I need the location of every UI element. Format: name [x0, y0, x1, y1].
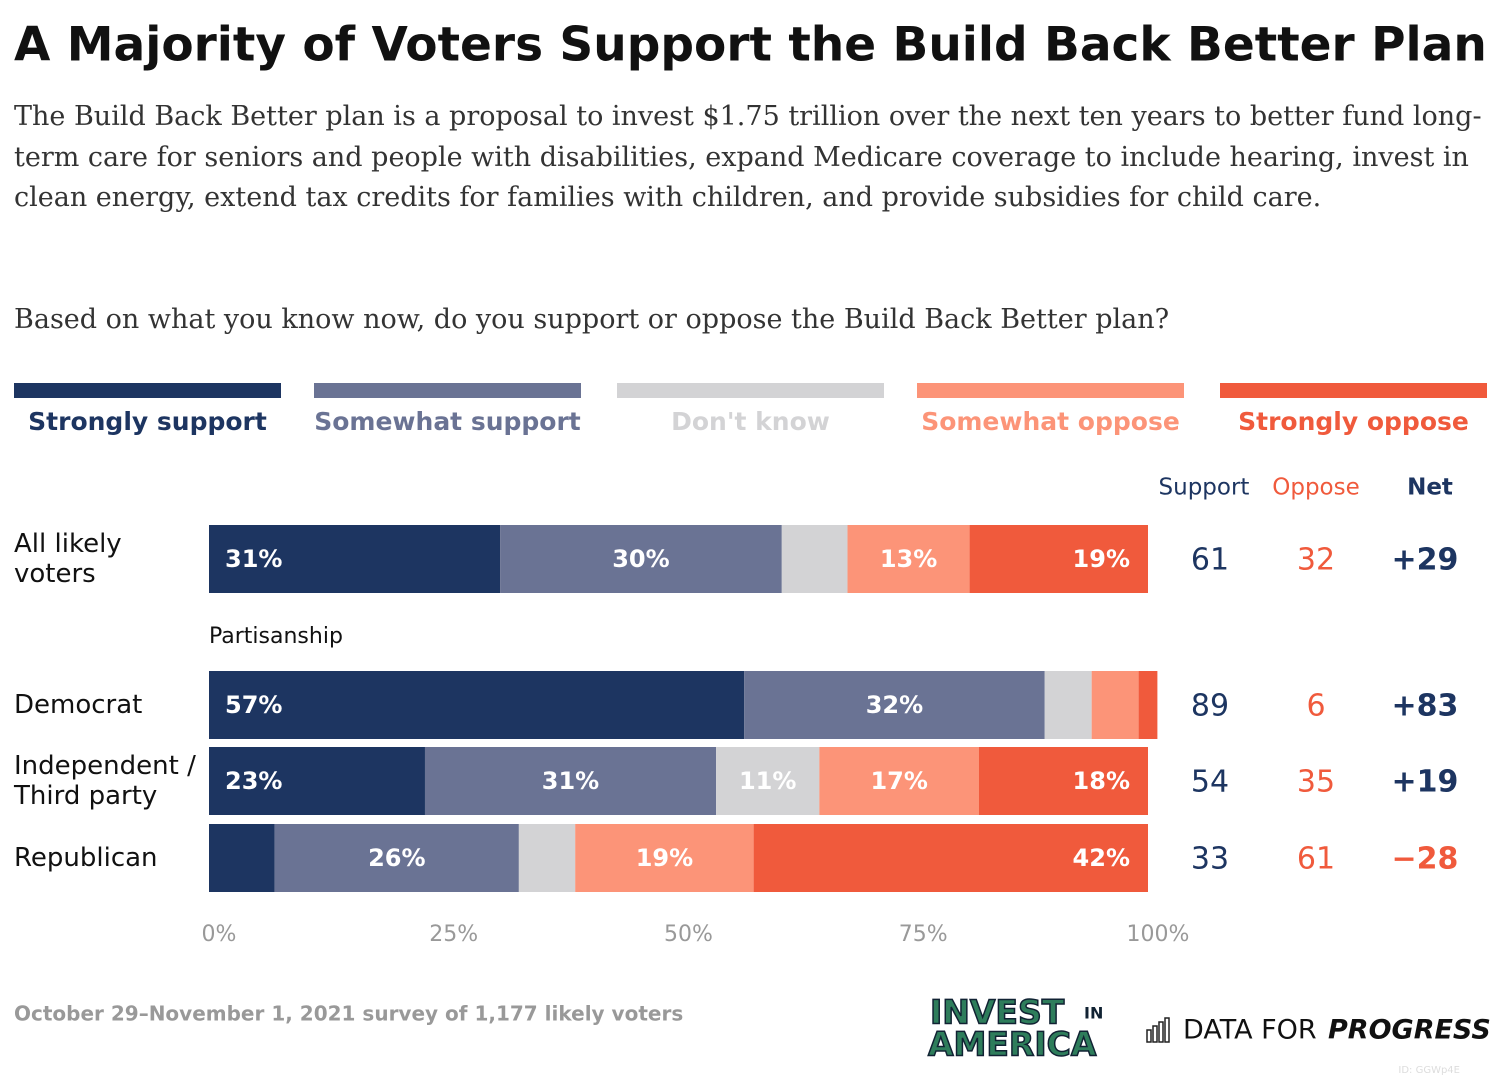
- bar-segment: [500, 525, 782, 593]
- chart-id: ID: GGWp4E: [1398, 1065, 1460, 1076]
- logo-america: AMERICA: [928, 1025, 1097, 1064]
- net-value: +29: [1392, 543, 1459, 578]
- bar-segment: [274, 824, 519, 892]
- support-value: 54: [1191, 765, 1229, 800]
- bar-segment: [716, 747, 820, 815]
- chart-title: A Majority of Voters Support the Build B…: [14, 18, 1487, 73]
- bar-segment: [209, 671, 745, 739]
- question: Based on what you know now, do you suppo…: [14, 304, 1170, 335]
- x-tick-label: 75%: [899, 922, 948, 947]
- logo-icon: [1146, 1029, 1152, 1043]
- category-label: All likely voters: [14, 529, 122, 589]
- bar-segment: [1091, 671, 1139, 739]
- bar-value-label: 23%: [225, 767, 282, 795]
- logo-progress: PROGRESS: [1328, 1015, 1491, 1046]
- net-value: +19: [1392, 765, 1459, 800]
- category-label: Republican: [14, 843, 158, 873]
- oppose-value: 61: [1297, 842, 1335, 877]
- logo-icon: [1158, 1021, 1164, 1043]
- x-tick-label: 25%: [429, 922, 478, 947]
- bar-value-label: 26%: [368, 844, 425, 872]
- bar-segment: [209, 747, 425, 815]
- bar-value-label: 19%: [636, 844, 693, 872]
- bar-segment: [969, 525, 1148, 593]
- oppose-value: 6: [1306, 689, 1325, 724]
- legend-swatch: [917, 383, 1184, 398]
- bar-value-label: 31%: [542, 767, 599, 795]
- bar-segment: [575, 824, 754, 892]
- group-label: Partisanship: [209, 624, 343, 649]
- bar-value-label: 19%: [1073, 545, 1130, 573]
- logo-icon: [1164, 1017, 1170, 1043]
- support-value: 89: [1191, 689, 1229, 724]
- column-header: Net: [1407, 475, 1453, 501]
- bar-value-label: 57%: [225, 691, 282, 719]
- legend-label: Strongly support: [28, 407, 267, 436]
- bar-value-label: 17%: [870, 767, 927, 795]
- oppose-value: 32: [1297, 543, 1335, 578]
- bar-segment: [1044, 671, 1092, 739]
- legend-swatch: [1220, 383, 1487, 398]
- x-tick-label: 50%: [664, 922, 713, 947]
- bar-segment: [819, 747, 979, 815]
- category-label: Democrat: [14, 690, 143, 720]
- bar-segment: [744, 671, 1045, 739]
- bar-segment: [1138, 671, 1158, 739]
- bar-segment: [847, 525, 970, 593]
- legend-swatch: [314, 383, 581, 398]
- legend-label: Somewhat support: [314, 407, 581, 436]
- bar-segment: [209, 824, 275, 892]
- bar-value-label: 13%: [880, 545, 937, 573]
- logo-in: IN: [1084, 1004, 1103, 1023]
- bar-segment: [518, 824, 576, 892]
- support-value: 33: [1191, 842, 1229, 877]
- bar-value-label: 32%: [866, 691, 923, 719]
- legend-label: Somewhat oppose: [921, 407, 1180, 436]
- category-label: Independent / Third party: [14, 751, 196, 811]
- logo-dfp: DATA FOR: [1183, 1015, 1317, 1046]
- bar-value-label: 31%: [225, 545, 282, 573]
- legend-label: Strongly oppose: [1238, 407, 1469, 436]
- oppose-value: 35: [1297, 765, 1335, 800]
- column-header: Oppose: [1272, 475, 1360, 501]
- bar-value-label: 11%: [739, 767, 796, 795]
- legend-swatch: [14, 383, 281, 398]
- bar-segment: [753, 824, 1148, 892]
- legend-swatch: [617, 383, 884, 398]
- bar-segment: [978, 747, 1148, 815]
- logo-invest: INVEST: [930, 993, 1065, 1032]
- x-tick-label: 100%: [1127, 922, 1190, 947]
- bar-value-label: 42%: [1073, 844, 1130, 872]
- legend-label: Don't know: [671, 407, 830, 436]
- x-tick-label: 0%: [202, 922, 237, 947]
- net-value: +83: [1392, 689, 1459, 724]
- column-header: Support: [1159, 475, 1250, 501]
- footnote: October 29–November 1, 2021 survey of 1,…: [14, 1002, 683, 1026]
- bar-segment: [781, 525, 848, 593]
- bar-value-label: 18%: [1073, 767, 1130, 795]
- bar-value-label: 30%: [612, 545, 669, 573]
- logo-icon: [1152, 1025, 1158, 1043]
- bar-segment: [209, 525, 501, 593]
- bar-segment: [424, 747, 717, 815]
- net-value: −28: [1392, 842, 1459, 877]
- support-value: 61: [1191, 543, 1229, 578]
- subtitle: The Build Back Better plan is a proposal…: [14, 101, 1482, 214]
